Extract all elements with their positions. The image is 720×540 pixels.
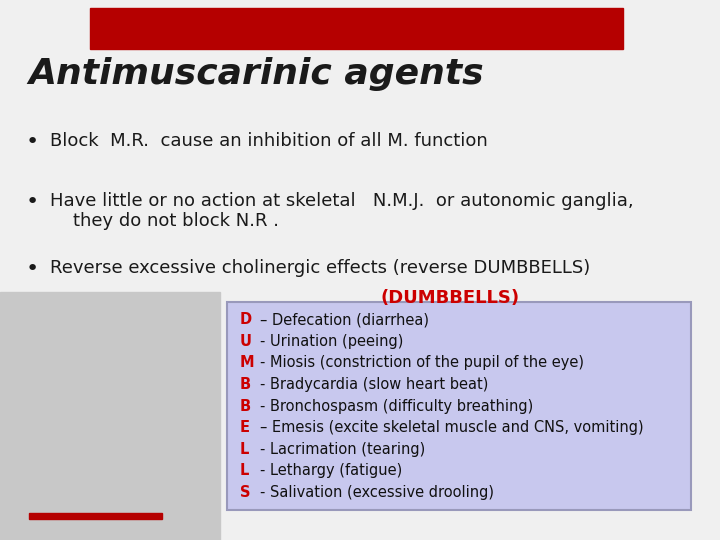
Text: B: B [240, 377, 251, 392]
Text: - Salivation (excessive drooling): - Salivation (excessive drooling) [260, 485, 494, 500]
Text: •: • [25, 132, 38, 152]
Text: •: • [25, 192, 38, 212]
FancyBboxPatch shape [227, 302, 691, 510]
Text: - Lacrimation (tearing): - Lacrimation (tearing) [260, 442, 426, 457]
Text: - Bradycardia (slow heart beat): - Bradycardia (slow heart beat) [260, 377, 488, 392]
Text: E: E [240, 420, 250, 435]
Text: Reverse excessive cholinergic effects (reverse DUMBBELLS): Reverse excessive cholinergic effects (r… [50, 259, 590, 277]
Text: B: B [240, 399, 251, 414]
Bar [29, 513, 162, 519]
Text: Antimuscarinic agents: Antimuscarinic agents [29, 57, 485, 91]
Text: - Lethargy (fatigue): - Lethargy (fatigue) [260, 463, 402, 478]
Bar [0, 292, 220, 540]
Text: D: D [240, 312, 252, 327]
Text: S: S [240, 485, 251, 500]
Text: – Emesis (excite skeletal muscle and CNS, vomiting): – Emesis (excite skeletal muscle and CNS… [260, 420, 644, 435]
Text: - Miosis (constriction of the pupil of the eye): - Miosis (constriction of the pupil of t… [260, 355, 584, 370]
Text: - Urination (peeing): - Urination (peeing) [260, 334, 403, 349]
Text: (DUMBBELLS): (DUMBBELLS) [380, 289, 520, 307]
Text: – Defecation (diarrhea): – Defecation (diarrhea) [260, 312, 429, 327]
Text: Have little or no action at skeletal   N.M.J.  or autonomic ganglia,
    they do: Have little or no action at skeletal N.M… [50, 192, 634, 231]
Text: L: L [240, 463, 249, 478]
Text: M: M [240, 355, 254, 370]
Bar [90, 8, 623, 49]
Text: U: U [240, 334, 252, 349]
Text: - Bronchospasm (difficulty breathing): - Bronchospasm (difficulty breathing) [260, 399, 534, 414]
Text: •: • [25, 259, 38, 279]
Text: L: L [240, 442, 249, 457]
Text: Block  M.R.  cause an inhibition of all M. function: Block M.R. cause an inhibition of all M.… [50, 132, 488, 150]
